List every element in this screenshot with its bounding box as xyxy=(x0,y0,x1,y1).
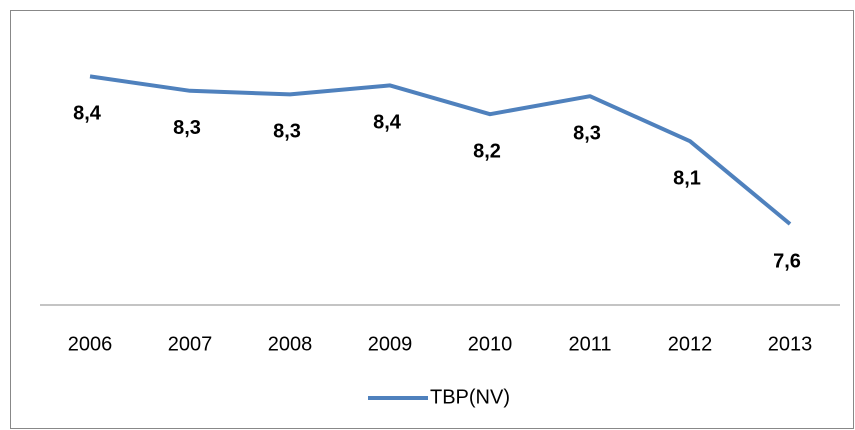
data-label: 8,3 xyxy=(573,122,601,144)
data-label: 8,4 xyxy=(373,112,402,134)
line xyxy=(89,74,792,226)
data-label: 8,3 xyxy=(173,117,201,139)
legend-label: TBP(NV) xyxy=(430,386,510,408)
x-tick-label: 2009 xyxy=(368,333,413,355)
x-tick-label: 2008 xyxy=(268,333,313,355)
x-tick-label: 2010 xyxy=(468,333,513,355)
x-tick-label: 2012 xyxy=(668,333,713,355)
data-label: 8,4 xyxy=(73,103,102,125)
chart-border xyxy=(10,10,854,429)
x-tick-label: 2011 xyxy=(568,333,611,355)
x-tick-label: 2006 xyxy=(68,333,113,355)
data-label: 8,3 xyxy=(273,121,301,143)
data-label: 7,6 xyxy=(773,250,801,272)
data-label: 8,2 xyxy=(473,140,501,162)
data-label: 8,1 xyxy=(673,167,701,189)
x-tick-label: 2013 xyxy=(768,333,813,355)
x-tick-label: 2007 xyxy=(168,333,213,355)
